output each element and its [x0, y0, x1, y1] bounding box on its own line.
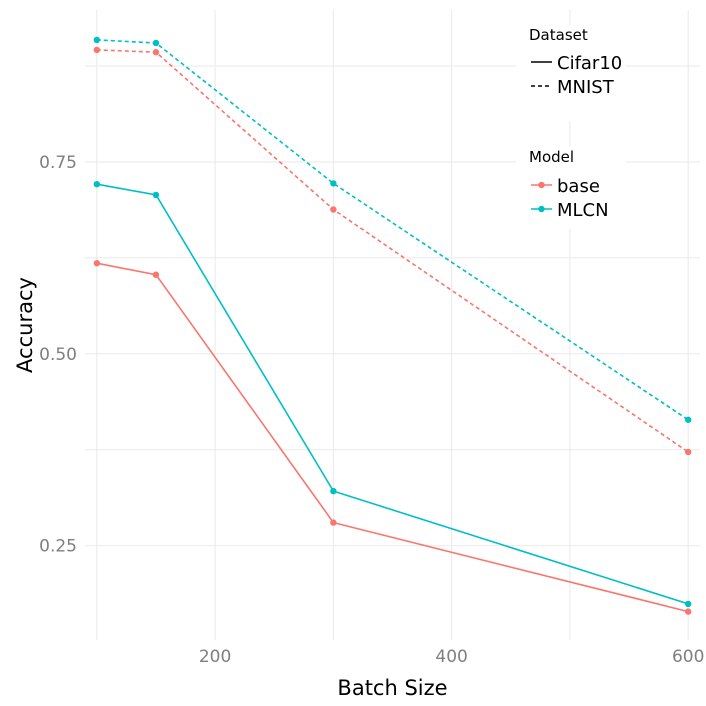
legend-title-dataset: Dataset — [529, 26, 588, 44]
legend-key-point-base — [538, 181, 545, 189]
legend-label-mlcn: MLCN — [557, 200, 609, 221]
data-point-base-mnist — [152, 49, 160, 56]
data-point-mlcn-cifar10 — [93, 180, 101, 188]
series-line-base-cifar10 — [96, 262, 689, 613]
legend-key-point-mlcn — [538, 205, 545, 213]
legend-background-dataset — [516, 25, 626, 121]
data-point-mlcn-cifar10 — [152, 191, 160, 199]
x-tick-label: 400 — [435, 647, 467, 667]
data-point-base-mnist — [684, 448, 692, 456]
data-point-mlcn-mnist — [330, 180, 337, 187]
data-point-mlcn-cifar10 — [330, 487, 337, 495]
tick-labels: 200 400 600 0.25 0.50 0.75 — [39, 153, 704, 667]
y-tick-label: 0.50 — [39, 345, 77, 365]
series-line-mlcn-cifar10 — [96, 183, 689, 605]
data-point-base-mnist — [330, 206, 337, 213]
legend-label-base: base — [557, 176, 600, 197]
legend: Dataset Cifar10 MNIST Model base MLCN — [516, 25, 626, 229]
series-layer — [93, 36, 692, 615]
legend-dataset-entries: Cifar10 MNIST — [531, 53, 622, 98]
y-axis-title: Accuracy — [13, 277, 37, 373]
data-point-base-mnist — [93, 46, 101, 54]
data-point-mlcn-cifar10 — [684, 600, 692, 608]
series-line-base-mnist — [96, 49, 689, 453]
data-point-mlcn-mnist — [152, 39, 160, 47]
x-tick-label: 200 — [199, 647, 231, 667]
legend-background-model — [516, 147, 626, 229]
series-line-mlcn-mnist — [96, 39, 689, 421]
data-point-mlcn-mnist — [93, 36, 101, 44]
data-point-mlcn-mnist — [684, 416, 692, 423]
x-tick-label: 600 — [672, 647, 704, 667]
legend-label-mnist: MNIST — [557, 77, 615, 98]
y-tick-label: 0.75 — [39, 153, 77, 173]
legend-title-model: Model — [529, 148, 574, 166]
legend-label-cifar10: Cifar10 — [557, 53, 622, 74]
data-point-base-cifar10 — [684, 608, 692, 615]
data-point-base-cifar10 — [330, 519, 337, 526]
data-point-base-cifar10 — [152, 271, 160, 278]
x-axis-title: Batch Size — [337, 676, 447, 700]
legend-model-entries: base MLCN — [531, 176, 609, 221]
data-point-base-cifar10 — [93, 260, 101, 267]
y-tick-label: 0.25 — [39, 537, 77, 557]
